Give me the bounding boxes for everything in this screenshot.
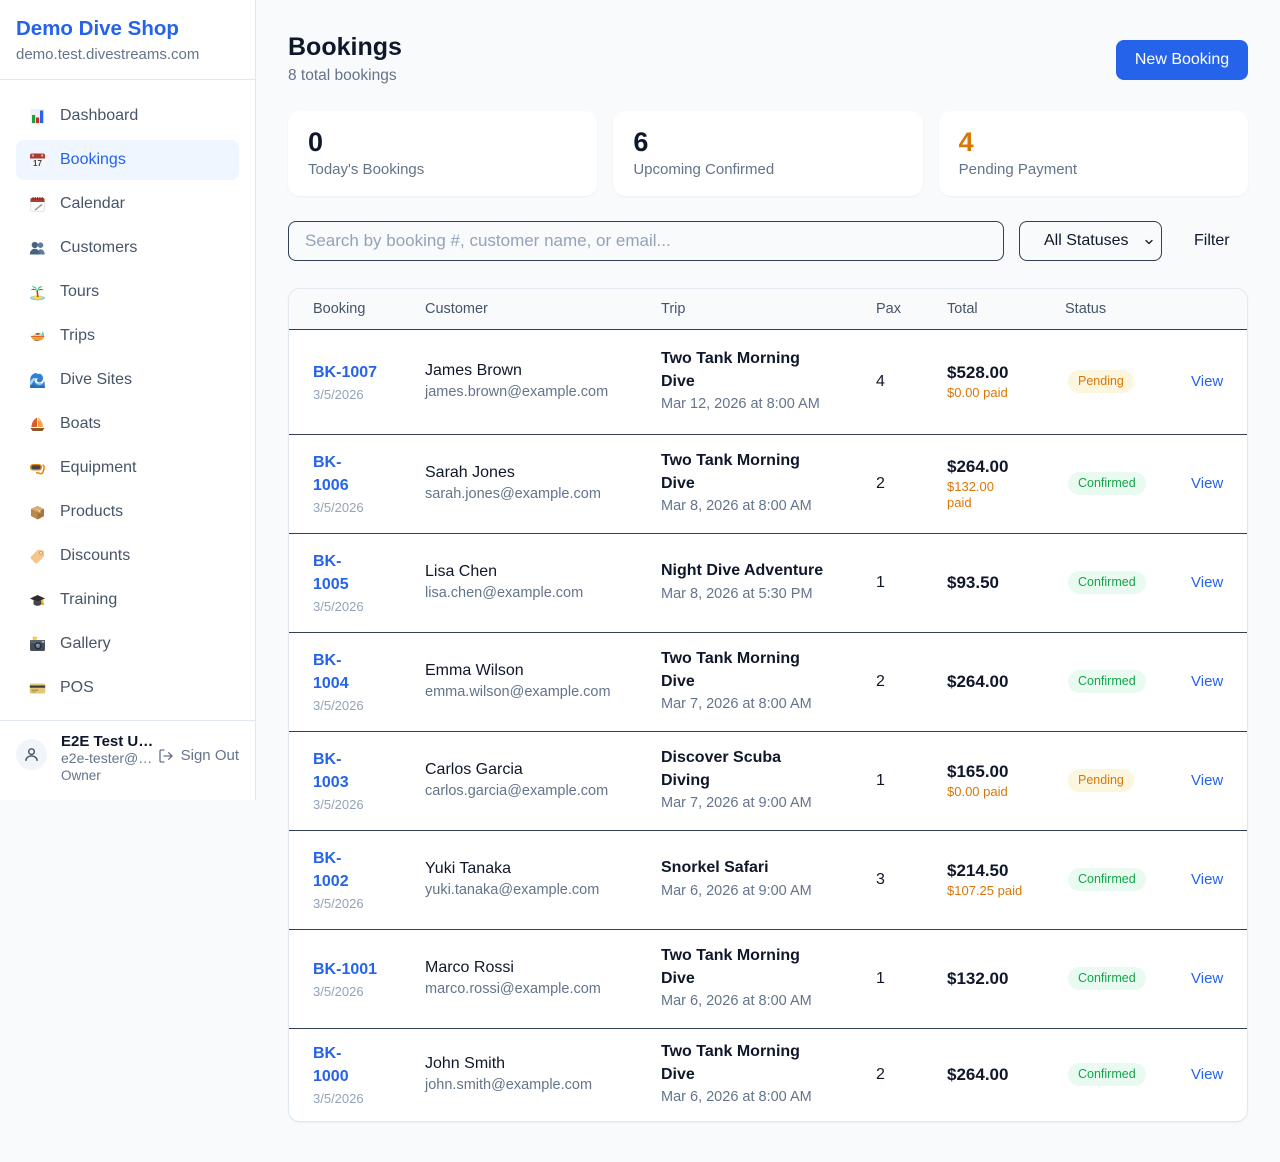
svg-text:17: 17 bbox=[33, 158, 42, 167]
